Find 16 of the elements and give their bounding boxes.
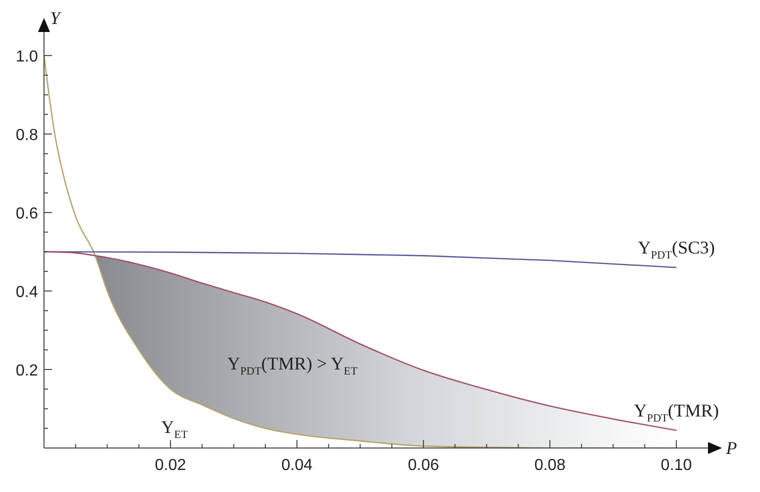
series-label: Y$_{PDT}$(TMR)	[634, 400, 719, 424]
y-tick-label: 0.2	[16, 362, 38, 380]
y-tick-label: 1.0	[16, 48, 38, 66]
x-tick-label: 0.10	[660, 457, 692, 474]
y-axis-title: Y	[50, 8, 62, 28]
x-tick-label: 0.04	[281, 457, 313, 474]
x-axis-title: P	[725, 438, 737, 458]
series-label: Y$_{PDT}$(SC3)	[638, 238, 715, 262]
series-label: Y$_{ET}$	[161, 417, 188, 441]
annotation: Y$_{PDT}$(TMR) > Y$_{ET}$	[227, 353, 358, 377]
x-tick-label: 0.06	[408, 457, 440, 474]
y-tick-label: 0.6	[16, 206, 38, 223]
x-tick-label: 0.02	[154, 457, 186, 474]
y-tick-label: 0.8	[16, 127, 38, 144]
y-tick-label: 0.4	[16, 284, 38, 302]
x-tick-label: 0.08	[534, 457, 566, 474]
